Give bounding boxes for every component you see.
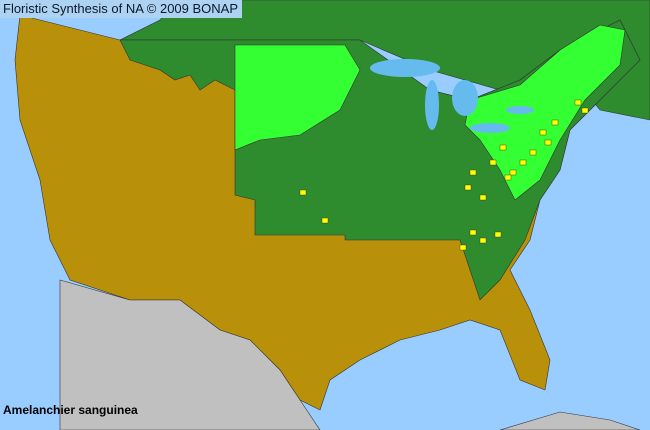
rare-county xyxy=(499,144,507,151)
rare-county xyxy=(464,184,472,191)
rare-county xyxy=(504,174,512,181)
rare-county xyxy=(574,99,582,106)
rare-county xyxy=(509,169,517,176)
present-county-region-east xyxy=(464,24,626,201)
rare-county xyxy=(469,169,477,176)
rare-county xyxy=(551,119,559,126)
rare-county xyxy=(479,237,487,244)
rare-county xyxy=(519,159,527,166)
rare-county xyxy=(321,217,329,224)
rare-county xyxy=(299,189,307,196)
rare-county xyxy=(459,244,467,251)
cuba xyxy=(499,411,641,430)
lake-superior xyxy=(370,59,440,77)
present-county-region-west xyxy=(234,44,361,151)
rare-county xyxy=(469,229,477,236)
mexico-region xyxy=(59,279,321,430)
species-name: Amelanchier sanguinea xyxy=(3,403,138,417)
rare-county xyxy=(544,139,552,146)
lake-ontario xyxy=(506,106,534,114)
rare-county xyxy=(529,149,537,156)
rare-county xyxy=(581,107,589,114)
rare-county xyxy=(539,129,547,136)
lake-erie xyxy=(470,123,510,133)
lake-michigan xyxy=(425,80,439,130)
rare-county xyxy=(489,159,497,166)
lake-huron xyxy=(452,80,478,116)
rare-county xyxy=(479,194,487,201)
rare-county xyxy=(494,231,502,238)
map-title: Floristic Synthesis of NA © 2009 BONAP xyxy=(0,0,243,18)
